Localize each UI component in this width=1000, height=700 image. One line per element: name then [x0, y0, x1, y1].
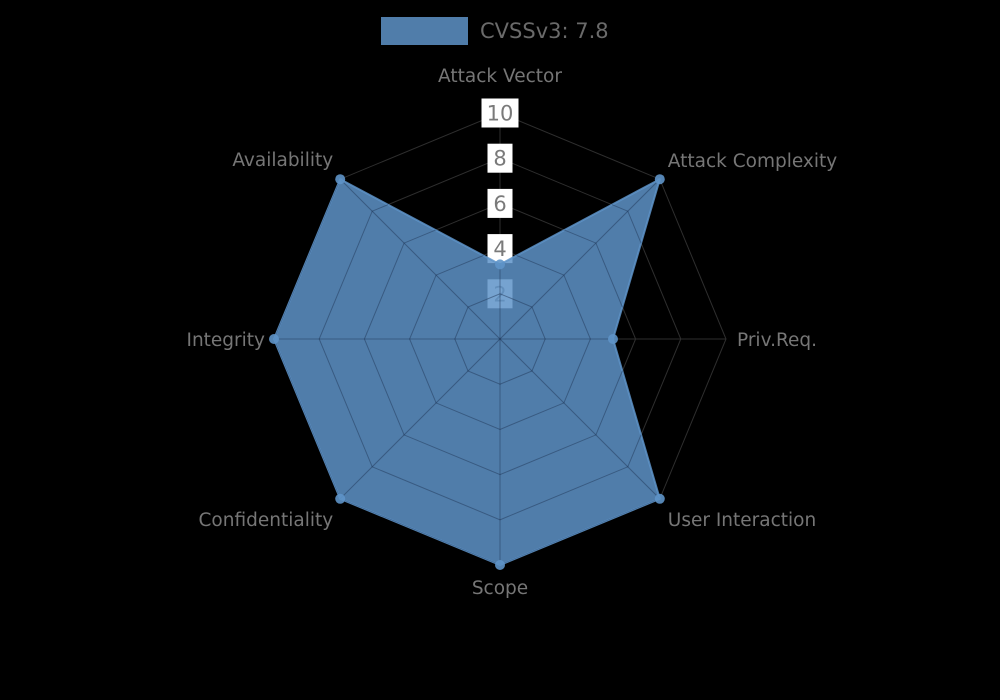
grid-ring-4-inner	[409, 248, 591, 430]
tick-label-10: 10	[487, 102, 514, 126]
tick-label-6: 6	[493, 192, 506, 216]
legend-label: CVSSv3: 7.8	[480, 19, 609, 43]
grid-ring-6-inner	[363, 202, 637, 476]
grid-spoke-confidentiality	[339, 338, 501, 500]
vertex-dot-scope	[495, 560, 505, 570]
legend-swatch	[381, 17, 468, 45]
grid-spoke-user-interaction	[499, 338, 660, 500]
vertex-dot-user-interaction	[654, 493, 665, 504]
axis-label-priv-req: Priv.Req.	[737, 330, 817, 351]
vertex-dot-availability	[335, 174, 346, 185]
tick-label-8: 8	[493, 147, 506, 171]
vertex-dot-confidentiality	[335, 493, 346, 504]
axis-label-attack-complexity: Attack Complexity	[668, 151, 837, 172]
axis-label-integrity: Integrity	[186, 330, 265, 351]
tick-box-10	[481, 98, 519, 128]
axis-label-confidentiality: Confidentiality	[199, 510, 334, 531]
tick-label-4: 4	[493, 237, 506, 261]
tick-box-6	[487, 188, 513, 218]
radial-tick-labels: 108642	[481, 98, 519, 309]
axis-label-scope: Scope	[472, 578, 528, 599]
tick-box-8	[487, 143, 513, 173]
tick-box-4	[487, 234, 513, 264]
vertex-dots	[269, 174, 665, 570]
vertex-dot-attack-complexity	[654, 174, 665, 185]
vertex-dot-integrity	[269, 334, 279, 344]
vertex-dot-attack-vector	[495, 259, 505, 270]
vertex-dot-priv-req	[608, 334, 618, 344]
grid-spoke-availability	[339, 179, 501, 340]
axis-label-availability: Availability	[232, 150, 333, 171]
axis-labels: Attack Vector Attack Complexity Priv.Req. U…	[186, 66, 837, 599]
grid-ring-2-inner	[454, 293, 546, 385]
axis-label-attack-vector: Attack Vector	[438, 66, 562, 87]
grid-spoke-attack-complexity	[499, 179, 660, 340]
legend: CVSSv3: 7.8	[381, 17, 609, 45]
axis-label-user-interaction: User Interaction	[668, 510, 816, 531]
